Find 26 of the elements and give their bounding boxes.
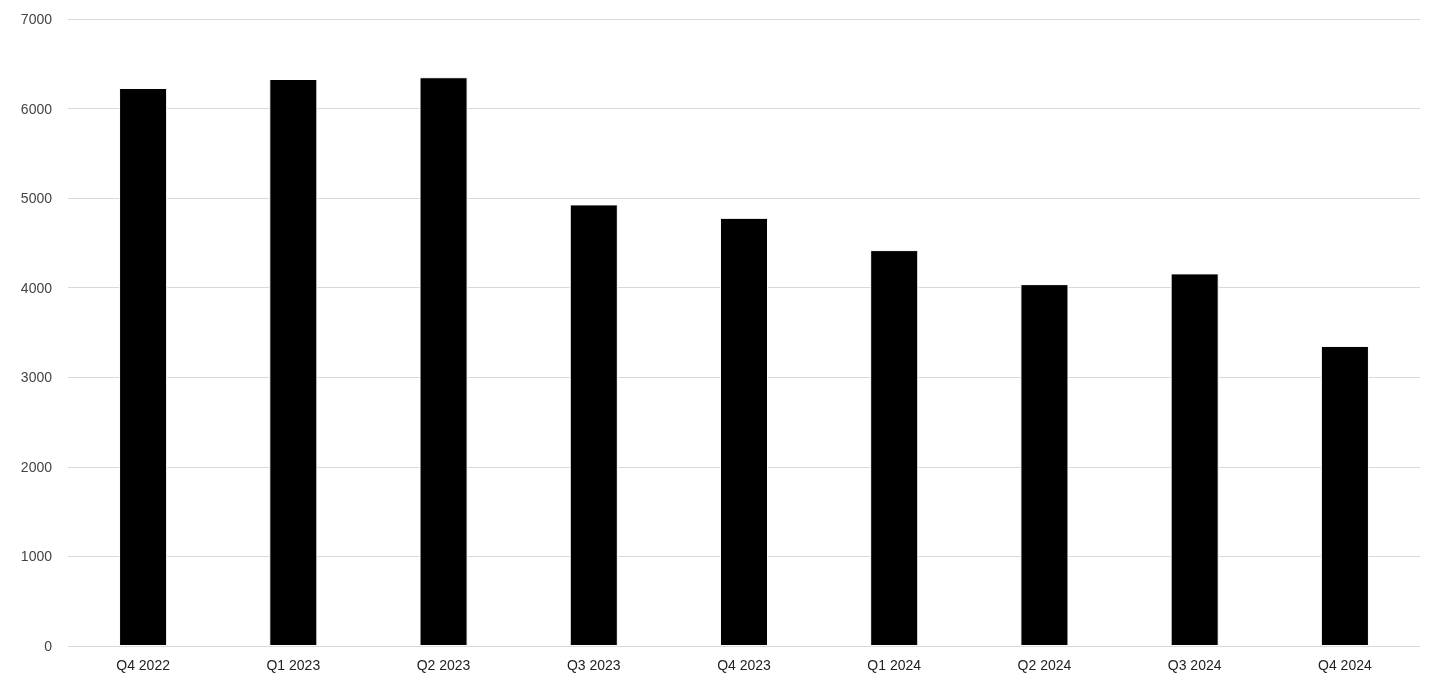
y-tick-label: 2000 — [20, 458, 53, 475]
y-tick-label: 3000 — [20, 369, 53, 386]
bar — [1020, 284, 1069, 646]
bar — [569, 204, 618, 646]
x-tick-label: Q4 2022 — [116, 657, 171, 673]
bar — [269, 79, 318, 646]
x-tick-label: Q1 2024 — [867, 657, 922, 673]
y-tick-label: 4000 — [20, 279, 53, 296]
bar — [1320, 345, 1369, 646]
y-tick-label: 0 — [44, 638, 53, 654]
y-tick-label: 5000 — [20, 190, 53, 207]
y-tick-label: 1000 — [20, 548, 53, 565]
x-tick-label: Q4 2023 — [717, 657, 772, 673]
bar — [719, 217, 769, 646]
x-tick-label: Q4 2024 — [1318, 657, 1372, 673]
x-tick-label: Q2 2024 — [1017, 657, 1072, 673]
x-tick-label: Q2 2023 — [416, 657, 471, 673]
bar — [119, 87, 168, 646]
bar — [419, 77, 468, 646]
y-tick-label: 6000 — [20, 100, 53, 117]
x-tick-label: Q3 2023 — [566, 657, 621, 673]
x-tick-label: Q3 2024 — [1167, 657, 1222, 673]
y-tick-label: 7000 — [20, 11, 53, 27]
x-tick-label: Q1 2023 — [266, 657, 321, 673]
bar — [1170, 273, 1219, 646]
bar — [870, 250, 919, 646]
